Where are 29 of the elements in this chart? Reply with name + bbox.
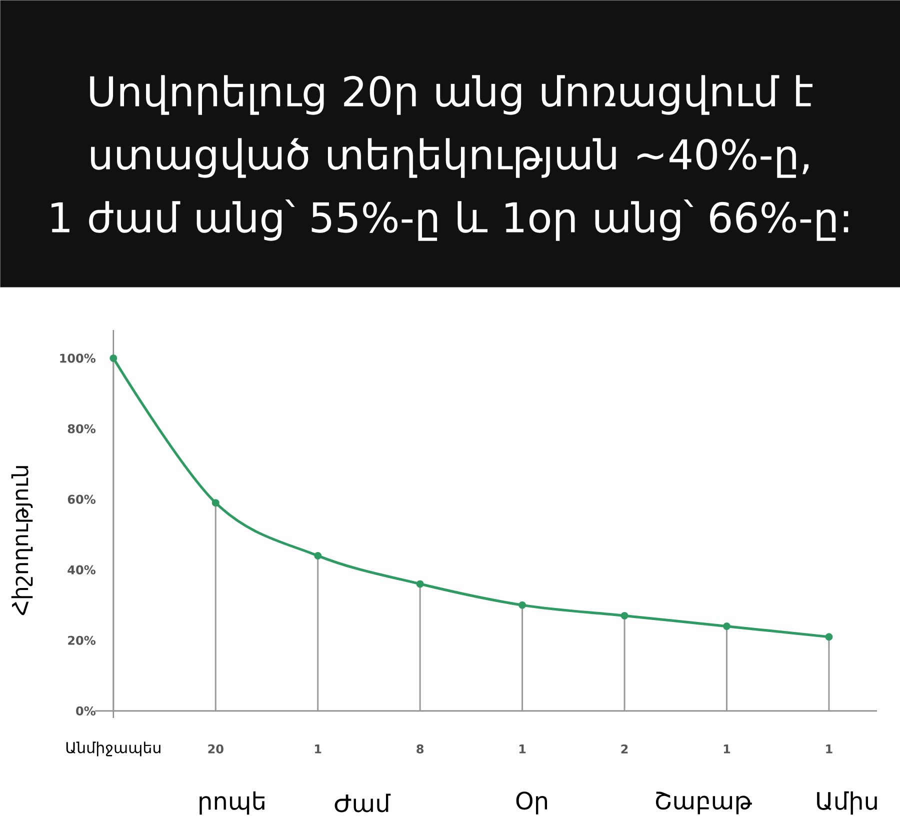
point <box>825 633 833 641</box>
text: Շաբաթ <box>656 792 752 814</box>
x-tick-label: 1 <box>724 744 730 754</box>
point <box>518 601 526 609</box>
x-tick-label: 1 <box>519 744 526 754</box>
text: Ամիս <box>817 791 877 815</box>
point <box>416 580 424 588</box>
point <box>314 552 322 560</box>
y-tick-label: 60% <box>68 494 96 504</box>
chart-title: Սովորելուց 20ր անց մոռացվում է ստացված տեղեկության ~40%-ը, 1 ժամ անց՝ 55%-ը և 1օր անց՝ 66%-ը: <box>52 75 848 241</box>
x-tick-label: 8 <box>416 744 424 754</box>
y-tick-label: 20% <box>68 636 96 645</box>
x-tick-label: 1 <box>315 744 322 754</box>
y-tick-label: 0% <box>76 706 96 716</box>
x-tick-label: 2 <box>621 744 628 754</box>
text: րոպե <box>200 791 264 815</box>
x-tick-label: 1 <box>826 744 832 754</box>
text: Օր <box>516 792 548 814</box>
y-axis-title: Հիշողություն <box>11 466 33 616</box>
point <box>620 612 628 620</box>
x-tick-label: Անմիջապես <box>66 742 160 756</box>
point <box>212 499 220 507</box>
x-tick-label: 20 <box>208 744 224 754</box>
y-tick-label: 100% <box>60 354 96 363</box>
text: Ժամ <box>334 794 391 812</box>
point <box>722 622 730 630</box>
y-tick-label: 80% <box>68 424 96 434</box>
y-tick-label: 40% <box>68 565 96 574</box>
point <box>110 354 118 362</box>
